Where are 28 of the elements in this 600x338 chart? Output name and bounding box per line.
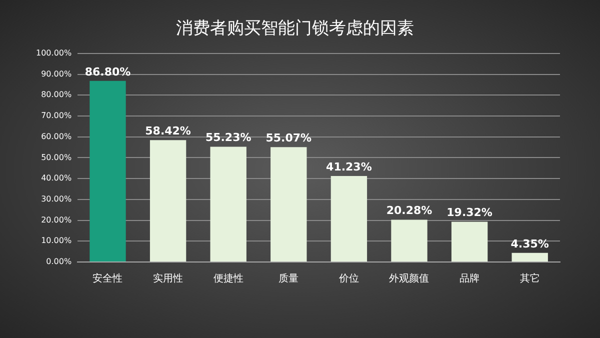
x-tick-label: 品牌 xyxy=(460,272,480,285)
y-tick-label: 40.00% xyxy=(41,174,72,183)
x-tick-label: 便捷性 xyxy=(213,272,244,285)
chart-title: 消费者购买智能门锁考虑的因素 xyxy=(176,18,414,39)
x-tick-label: 外观颜值 xyxy=(389,272,430,285)
data-label: 86.80% xyxy=(84,65,131,78)
data-label: 58.42% xyxy=(145,124,191,138)
data-label: 4.35% xyxy=(510,237,549,250)
y-tick-label: 10.00% xyxy=(41,236,72,246)
x-tick-label: 实用性 xyxy=(153,272,184,285)
y-tick-label: 20.00% xyxy=(41,215,72,224)
y-tick-label: 70.00% xyxy=(41,111,72,120)
y-tick-label: 100.00% xyxy=(36,48,72,58)
data-label: 55.23% xyxy=(205,131,252,144)
y-tick-label: 50.00% xyxy=(41,152,72,162)
x-tick-label: 其它 xyxy=(520,272,540,285)
y-tick-label: 90.00% xyxy=(41,69,72,78)
data-label: 20.28% xyxy=(386,204,432,218)
x-tick-label: 质量 xyxy=(278,272,299,285)
y-tick-label: 80.00% xyxy=(41,90,72,100)
data-label: 19.32% xyxy=(446,206,492,220)
data-label: 41.23% xyxy=(326,160,372,174)
y-tick-label: 30.00% xyxy=(41,194,72,204)
y-tick-label: 60.00% xyxy=(41,132,72,141)
x-tick-label: 价位 xyxy=(338,272,359,285)
data-label: 55.07% xyxy=(266,131,312,144)
y-tick-label: 0.00% xyxy=(46,257,72,266)
x-tick-label: 安全性 xyxy=(92,272,123,285)
